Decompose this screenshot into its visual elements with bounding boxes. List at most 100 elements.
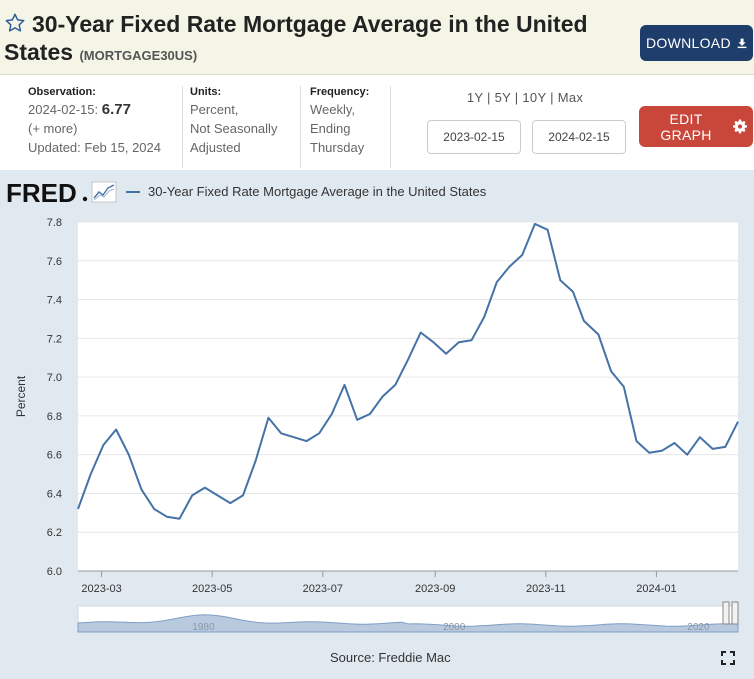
range-max[interactable]: Max — [557, 90, 584, 105]
svg-text:FRED: FRED — [6, 180, 77, 206]
x-tick-label: 2023-07 — [303, 583, 343, 595]
x-tick-label: 2023-11 — [526, 583, 566, 595]
data-point — [685, 452, 690, 457]
units-line1: Percent, — [190, 102, 239, 117]
data-point — [469, 338, 474, 343]
plot-area — [78, 222, 738, 571]
data-point — [444, 351, 449, 356]
units-line3: Adjusted — [190, 140, 241, 155]
title-line2: States — [4, 39, 74, 65]
navigator-handle — [731, 601, 739, 625]
data-point — [241, 493, 246, 498]
gear-icon — [733, 119, 747, 134]
data-point — [609, 369, 614, 374]
data-point — [317, 431, 322, 436]
data-point — [406, 357, 411, 362]
data-point — [571, 289, 576, 294]
edit-graph-button[interactable]: EDIT GRAPH — [639, 106, 753, 147]
data-point — [215, 493, 220, 498]
fred-logo: FRED — [6, 178, 118, 211]
y-tick-label: 6.0 — [47, 566, 62, 578]
navigator-series — [77, 614, 739, 633]
y-tick-label: 6.6 — [47, 450, 62, 462]
data-point — [736, 419, 741, 424]
observation-date: 2024-02-15: — [28, 102, 99, 117]
data-point — [697, 435, 702, 440]
range-10y[interactable]: 10Y — [522, 90, 547, 105]
data-point — [342, 382, 347, 387]
navigator-label: 1980 — [192, 622, 215, 633]
data-point — [596, 332, 601, 337]
x-tick-label: 2024-01 — [636, 583, 676, 595]
units-block: Units: Percent, Not Seasonally Adjusted — [190, 84, 300, 157]
observation-block: Observation: 2024-02-15: 6.77 (+ more) U… — [28, 84, 178, 157]
range-5y[interactable]: 5Y — [494, 90, 511, 105]
series-id: (MORTGAGE30US) — [79, 48, 198, 63]
observation-label: Observation: — [28, 86, 96, 98]
header-bar: 30-Year Fixed Rate Mortgage Average in t… — [0, 0, 754, 75]
data-point — [304, 439, 309, 444]
y-tick-label: 7.6 — [47, 256, 62, 268]
data-point — [291, 435, 296, 440]
frequency-label: Frequency: — [310, 86, 370, 98]
download-label: DOWNLOAD — [646, 35, 731, 51]
y-axis-title: Percent — [14, 375, 28, 417]
data-point — [634, 439, 639, 444]
page-title: 30-Year Fixed Rate Mortgage Average in t… — [4, 10, 629, 70]
data-point — [456, 340, 461, 345]
y-tick-label: 7.4 — [47, 295, 62, 307]
data-point — [723, 444, 728, 449]
navigator-label: 2020 — [687, 622, 710, 633]
download-button[interactable]: DOWNLOAD — [640, 25, 753, 61]
y-tick-label: 6.2 — [47, 527, 62, 539]
data-point — [520, 252, 525, 257]
end-date-input[interactable]: 2024-02-15 — [532, 120, 626, 154]
data-point — [177, 516, 182, 521]
data-point — [431, 340, 436, 345]
favorite-star-icon[interactable] — [4, 12, 26, 34]
data-point — [418, 330, 423, 335]
legend-swatch — [126, 190, 140, 193]
frequency-line3: Thursday — [310, 140, 365, 155]
start-date-input[interactable]: 2023-02-15 — [427, 120, 521, 154]
data-point — [228, 501, 233, 506]
data-point — [329, 411, 334, 416]
y-tick-label: 7.2 — [47, 333, 62, 345]
data-point — [647, 450, 652, 455]
data-point — [545, 227, 550, 232]
data-point — [355, 417, 360, 422]
legend-label: 30-Year Fixed Rate Mortgage Average in t… — [148, 184, 487, 199]
x-tick-label: 2023-05 — [192, 583, 232, 595]
title-line1: 30-Year Fixed Rate Mortgage Average in t… — [32, 11, 588, 37]
y-tick-label: 6.8 — [47, 411, 62, 423]
data-point — [494, 280, 499, 285]
y-tick-label: 7.8 — [47, 217, 62, 229]
x-tick-label: 2023-03 — [81, 583, 121, 595]
range-1y[interactable]: 1Y — [466, 90, 484, 105]
data-point — [621, 384, 626, 389]
data-point — [482, 315, 487, 320]
source-note: Source: Freddie Mac — [330, 650, 451, 665]
divider — [182, 86, 183, 168]
data-point — [266, 415, 271, 420]
data-point — [88, 472, 93, 477]
data-point — [380, 394, 385, 399]
data-point — [581, 318, 586, 323]
more-link[interactable]: (+ more) — [28, 121, 78, 136]
fullscreen-icon[interactable] — [721, 651, 735, 665]
data-point — [114, 427, 119, 432]
download-icon — [737, 38, 747, 49]
units-line2: Not Seasonally — [190, 121, 278, 136]
data-point — [507, 264, 512, 269]
data-point — [101, 442, 106, 447]
navigator-handle — [722, 601, 730, 625]
data-point — [152, 506, 157, 511]
data-point — [532, 221, 537, 226]
data-point — [139, 487, 144, 492]
data-point — [393, 382, 398, 387]
y-tick-label: 7.0 — [47, 372, 62, 384]
frequency-line1: Weekly, — [310, 102, 356, 117]
title-block: 30-Year Fixed Rate Mortgage Average in t… — [4, 10, 629, 70]
edit-graph-label: EDIT GRAPH — [660, 110, 712, 143]
